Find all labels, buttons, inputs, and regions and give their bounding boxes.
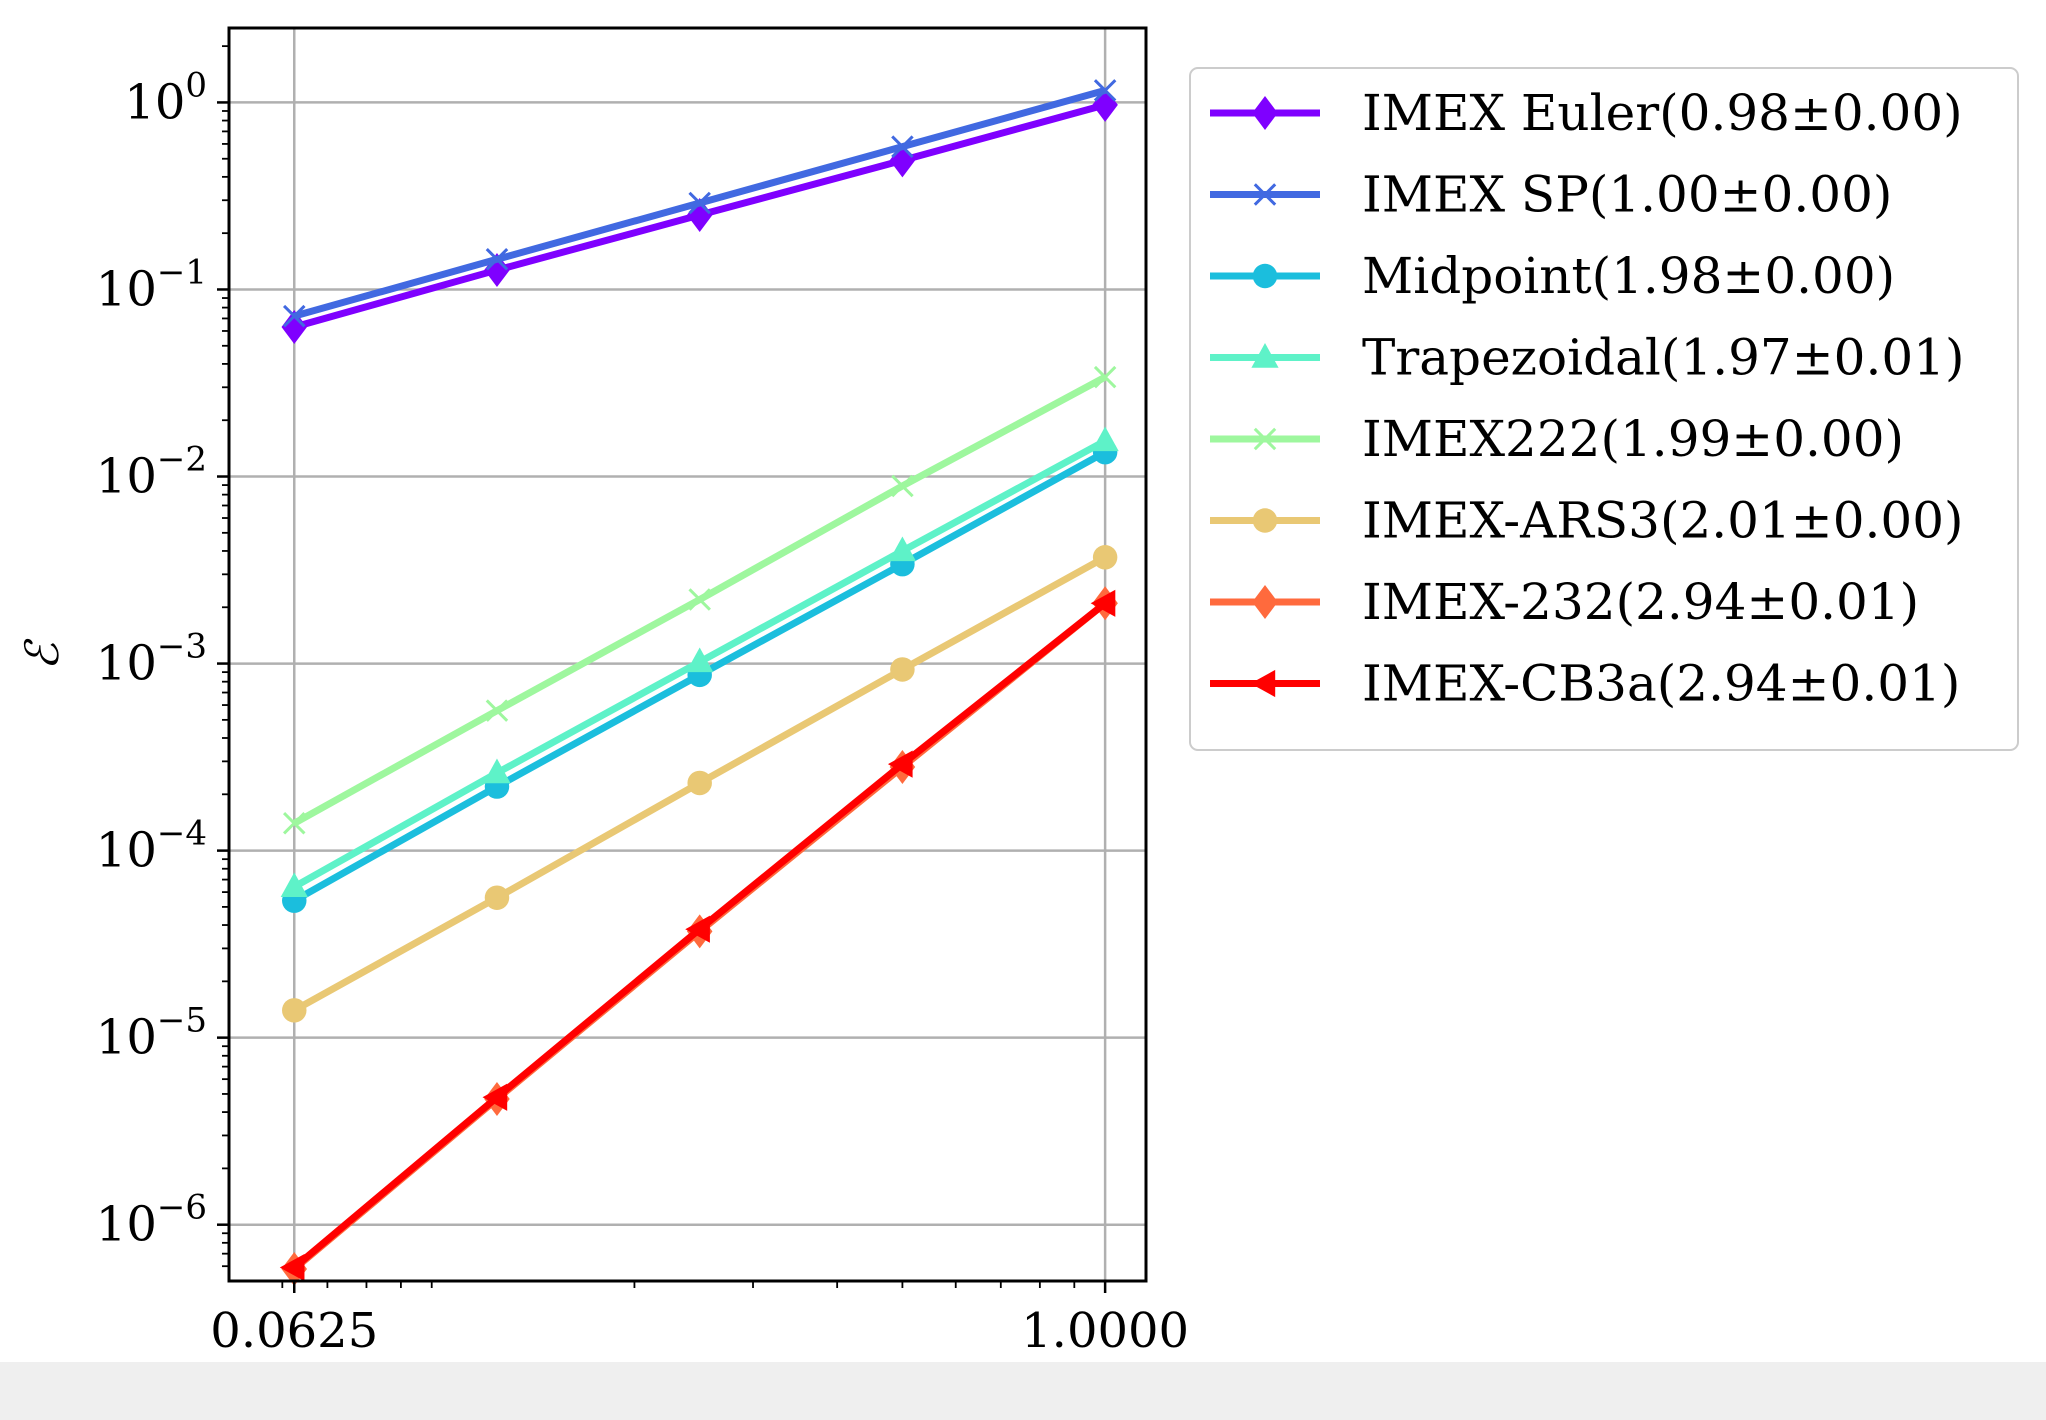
data-point — [1091, 426, 1119, 452]
y-tick-base: 10 — [96, 261, 157, 317]
data-point — [1093, 79, 1117, 102]
y-axis-label: ℰ — [15, 638, 69, 670]
y-tick-label: 10−6 — [96, 1188, 207, 1253]
data-point — [685, 915, 710, 943]
y-tick-exponent: −6 — [157, 1188, 207, 1228]
data-point — [1092, 545, 1118, 570]
bottom-strip — [0, 1362, 2046, 1420]
data-point — [887, 750, 913, 778]
data-point — [891, 474, 914, 498]
data-point — [281, 310, 308, 345]
data-point — [890, 657, 915, 682]
x-tick-label: 1.0000 — [1021, 1303, 1189, 1359]
x-tick-label: 0.0625 — [210, 1303, 378, 1359]
legend-label: IMEX Euler(0.98±0.00) — [1362, 84, 1963, 142]
y-tick-base: 10 — [96, 1197, 157, 1253]
legend-item: IMEX Euler(0.98±0.00) — [1210, 84, 1963, 142]
y-tick-exponent: −3 — [157, 627, 207, 667]
data-point — [282, 304, 306, 328]
series-5 — [282, 365, 1117, 835]
y-tick-label: 10−5 — [96, 1001, 207, 1066]
y-tick-label: 10−2 — [96, 440, 207, 505]
y-tick-exponent: 0 — [185, 65, 207, 105]
legend-label: Trapezoidal(1.97±0.01) — [1362, 329, 1964, 387]
legend-swatch-marker — [1250, 669, 1276, 698]
data-point — [482, 1083, 508, 1111]
legend-swatch-marker — [1252, 96, 1278, 130]
data-point — [1093, 365, 1117, 389]
y-tick-base: 10 — [96, 449, 157, 505]
plot-frame — [227, 26, 1148, 1283]
y-tick-exponent: −1 — [157, 252, 207, 292]
legend-item: IMEX-232(2.94±0.01) — [1210, 573, 1919, 631]
legend-box — [1189, 67, 2019, 751]
data-point — [282, 998, 307, 1023]
y-tick-label: 100 — [124, 65, 207, 130]
legend: IMEX Euler(0.98±0.00) IMEX SP(1.00±0.00) M… — [1189, 67, 2019, 751]
legend-item: IMEX-ARS3(2.01±0.00) — [1210, 492, 1964, 550]
legend-swatch-marker — [1252, 585, 1278, 619]
legend-swatch-marker — [1253, 427, 1277, 451]
series-4 — [280, 426, 1119, 898]
y-tick-exponent: −4 — [157, 814, 207, 854]
series-2 — [282, 79, 1117, 328]
series-3 — [282, 439, 1118, 913]
y-tick-exponent: −2 — [157, 440, 207, 480]
y-tick-label: 10−4 — [96, 814, 207, 879]
series-group — [279, 79, 1119, 1286]
series-6 — [282, 545, 1118, 1023]
data-point — [1090, 589, 1116, 617]
legend-swatch-marker — [1251, 343, 1279, 368]
y-tick-label: 10−1 — [96, 252, 207, 317]
data-point — [483, 758, 511, 784]
data-point — [688, 191, 711, 215]
legend-label: IMEX222(1.99±0.00) — [1362, 410, 1904, 468]
legend-swatch-marker — [1252, 263, 1278, 289]
legend-label: Midpoint(1.98±0.00) — [1362, 247, 1895, 305]
y-tick-base: 10 — [96, 636, 157, 692]
legend-label: IMEX SP(1.00±0.00) — [1362, 166, 1892, 224]
data-point — [686, 647, 714, 673]
y-tick-base: 10 — [96, 1010, 157, 1066]
series-8 — [279, 589, 1116, 1282]
legend-item: IMEX-CB3a(2.94±0.01) — [1210, 655, 1960, 713]
data-point — [282, 812, 306, 835]
legend-item: Midpoint(1.98±0.00) — [1210, 247, 1895, 305]
legend-item: IMEX SP(1.00±0.00) — [1210, 166, 1892, 224]
legend-label: IMEX-ARS3(2.01±0.00) — [1362, 492, 1964, 550]
data-point — [687, 770, 712, 796]
legend-item: IMEX222(1.99±0.00) — [1210, 410, 1904, 468]
data-point — [280, 872, 308, 898]
series-1 — [281, 87, 1118, 345]
y-tick-base: 10 — [124, 74, 185, 130]
legend-item: Trapezoidal(1.97±0.01) — [1210, 329, 1964, 387]
legend-label: IMEX-232(2.94±0.01) — [1362, 573, 1919, 631]
data-point — [888, 536, 917, 562]
data-point — [485, 248, 509, 271]
data-point — [279, 1253, 305, 1282]
data-point — [484, 885, 510, 910]
data-point — [891, 135, 914, 158]
legend-swatch-marker — [1253, 183, 1277, 206]
y-tick-exponent: −5 — [157, 1001, 207, 1041]
legend-swatch-marker — [1252, 508, 1278, 533]
data-point — [485, 699, 509, 722]
y-tick-label: 10−3 — [96, 627, 207, 692]
y-tick-base: 10 — [96, 823, 157, 879]
legend-label: IMEX-CB3a(2.94±0.01) — [1362, 655, 1960, 713]
data-point — [688, 588, 711, 611]
